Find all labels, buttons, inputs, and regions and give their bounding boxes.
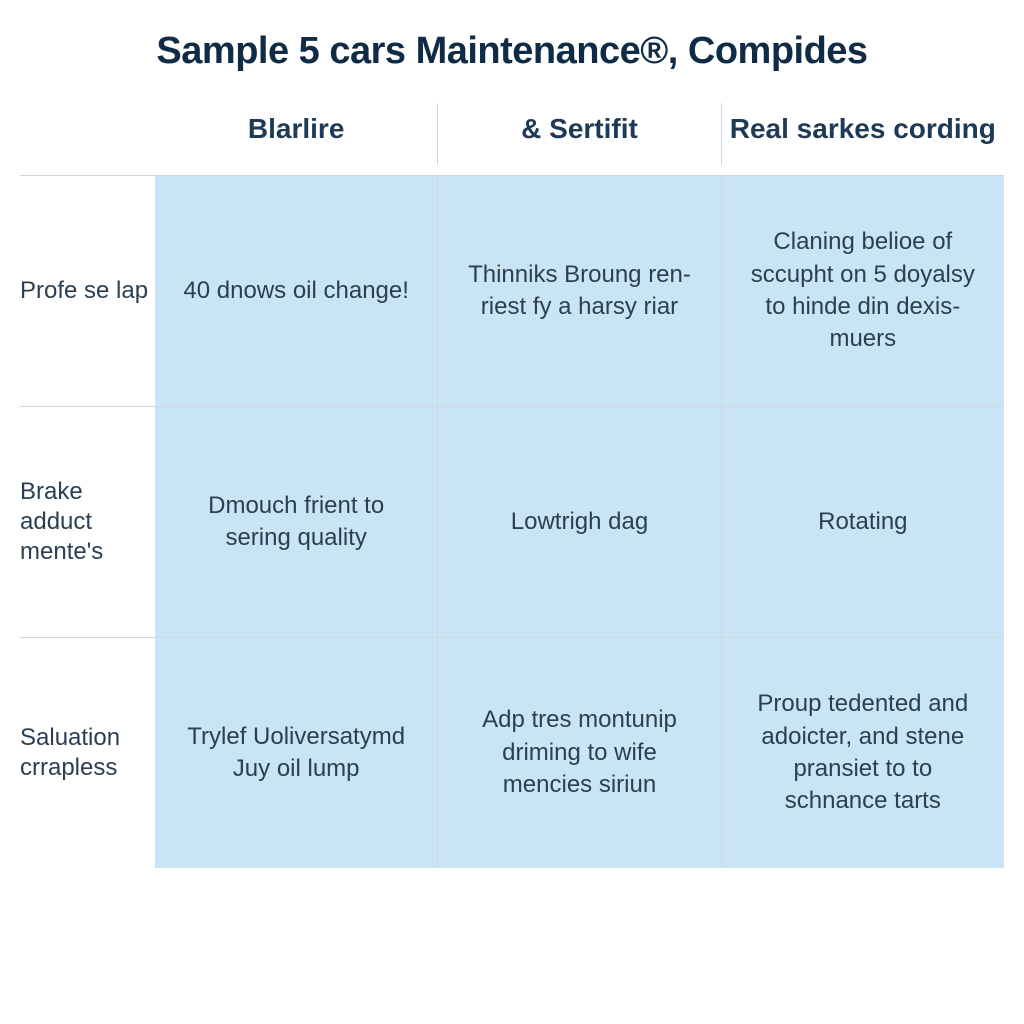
table-cell-0-1: Thinniks Broung ren-riest fy a harsy ria… [437, 176, 720, 406]
page-title: Sample 5 cars Maintenance®, Compides [20, 30, 1004, 73]
table-cell-2-1: Adp tres montunip driming to wife mencie… [437, 638, 720, 868]
table-cell-2-2: Proup tedented and adoicter, and stene p… [721, 638, 1004, 868]
table-row: Saluation crrapless Trylef Uoliversatymd… [20, 637, 1004, 868]
table-cell-1-0: Dmouch frient to sering quality [155, 407, 437, 637]
column-header-1: & Sertifit [437, 103, 720, 165]
row-label-1: Brake adduct mente's [20, 407, 155, 637]
header-spacer [20, 103, 155, 165]
comparison-table: Blarlire & Sertifit Real sarkes cording … [20, 103, 1004, 868]
row-label-2: Saluation crrapless [20, 638, 155, 868]
table-header-row: Blarlire & Sertifit Real sarkes cording [20, 103, 1004, 165]
table-cell-1-2: Rotating [721, 407, 1004, 637]
table-cell-0-2: Claning belioe of sccupht on 5 doyalsy t… [721, 176, 1004, 406]
column-header-0: Blarlire [155, 103, 437, 165]
row-label-0: Profe se lap [20, 176, 155, 406]
table-cell-1-1: Lowtrigh dag [437, 407, 720, 637]
column-header-2: Real sarkes cording [721, 103, 1004, 165]
table-row: Brake adduct mente's Dmouch frient to se… [20, 406, 1004, 637]
table-row: Profe se lap 40 dnows oil change! Thinni… [20, 175, 1004, 406]
table-cell-0-0: 40 dnows oil change! [155, 176, 437, 406]
table-cell-2-0: Trylef Uoliversatymd Juy oil lump [155, 638, 437, 868]
